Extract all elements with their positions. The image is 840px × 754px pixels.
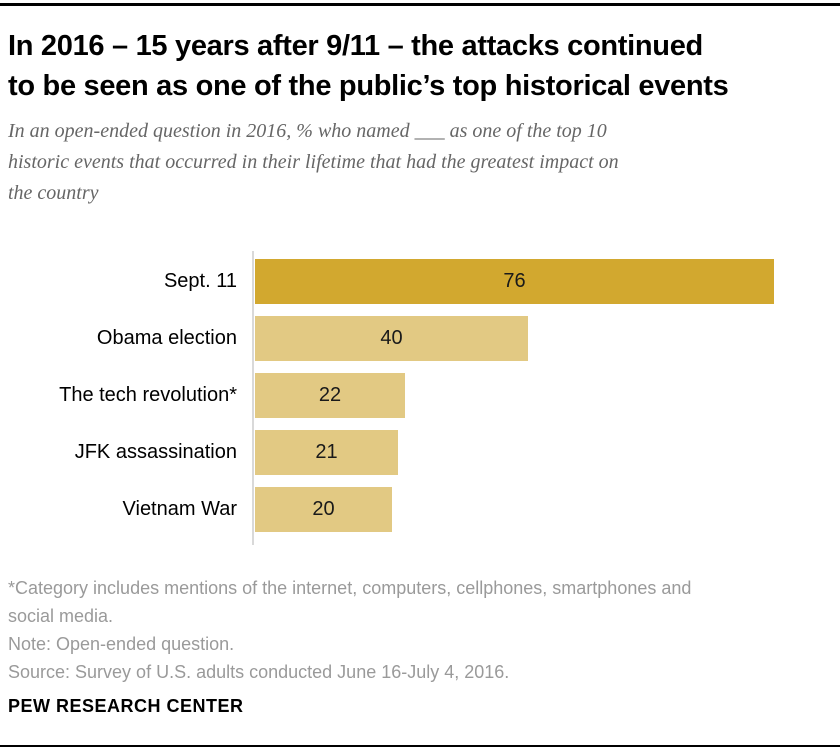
- bar-tech-revolution: 22: [255, 373, 405, 418]
- bar-value-label: 76: [503, 270, 526, 292]
- bar-row-vietnam-war: Vietnam War 20: [0, 487, 840, 532]
- footnote-source: Source: Survey of U.S. adults conducted …: [8, 662, 510, 682]
- page-title-line-1: In 2016 – 15 years after 9/11 – the atta…: [8, 30, 703, 62]
- footnote-asterisk-line-1: *Category includes mentions of the inter…: [8, 578, 692, 598]
- bottom-divider: [0, 745, 840, 747]
- bar-value-label: 20: [312, 498, 335, 520]
- bar-chart: Sept. 11 76 Obama election 40 The tech r…: [0, 251, 840, 545]
- footnote-note: Note: Open-ended question.: [8, 634, 235, 654]
- bar-sept-11: 76: [255, 259, 774, 304]
- bar-value-label: 21: [315, 441, 338, 463]
- footnotes: *Category includes mentions of the inter…: [8, 574, 832, 686]
- bar-obama-election: 40: [255, 316, 528, 361]
- footnote-asterisk-line-2: social media.: [8, 606, 114, 626]
- bar-value-label: 22: [318, 384, 342, 406]
- chart-subtitle-line-2: historic events that occurred in their l…: [8, 151, 619, 173]
- bar-row-sept-11: Sept. 11 76: [0, 259, 840, 304]
- top-divider: [0, 3, 840, 6]
- bar-value-label: 40: [380, 327, 403, 349]
- category-label: The tech revolution*: [59, 384, 237, 406]
- category-label: JFK assassination: [74, 441, 237, 463]
- bar-row-jfk-assassination: JFK assassination 21: [0, 430, 840, 475]
- bar-jfk-assassination: 21: [255, 430, 398, 475]
- category-label: Obama election: [96, 327, 237, 349]
- bar-row-obama-election: Obama election 40: [0, 316, 840, 361]
- page-title-line-2: to be seen as one of the public’s top hi…: [8, 70, 729, 102]
- page-title: In 2016 – 15 years after 9/11 – the atta…: [8, 26, 832, 106]
- bar-vietnam-war: 20: [255, 487, 392, 532]
- chart-subtitle-line-3: the country: [8, 182, 99, 204]
- chart-subtitle: In an open-ended question in 2016, % who…: [8, 116, 832, 209]
- category-label: Vietnam War: [122, 498, 237, 520]
- pew-research-center-logo: PEW RESEARCH CENTER: [8, 696, 244, 716]
- chart-subtitle-line-1: In an open-ended question in 2016, % who…: [8, 120, 607, 142]
- bar-row-tech-revolution: The tech revolution* 22: [0, 373, 840, 418]
- category-label: Sept. 11: [163, 270, 237, 292]
- y-axis-line: [252, 251, 254, 545]
